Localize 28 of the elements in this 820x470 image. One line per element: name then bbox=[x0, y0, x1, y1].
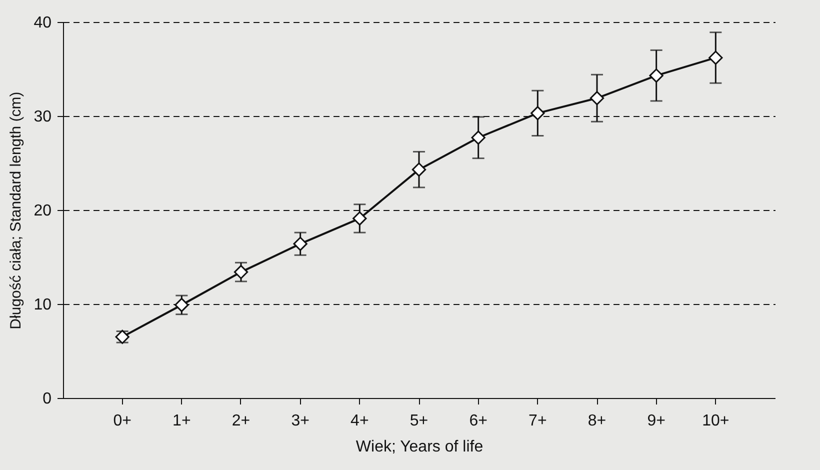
x-tick-label: 4+ bbox=[350, 412, 369, 430]
x-tick-label: 3+ bbox=[291, 412, 310, 430]
x-tick-label: 9+ bbox=[647, 412, 666, 430]
y-axis-title: Długość ciała; Standard length (cm) bbox=[8, 92, 25, 330]
x-tick-label: 6+ bbox=[469, 412, 488, 430]
x-tick-label: 0+ bbox=[113, 412, 132, 430]
x-tick-label: 5+ bbox=[410, 412, 428, 430]
x-tick-label: 2+ bbox=[232, 412, 250, 430]
y-tick-label: 30 bbox=[34, 108, 52, 126]
point bbox=[471, 130, 486, 145]
point bbox=[234, 264, 248, 280]
point bbox=[293, 236, 308, 251]
x-tick-label: 7+ bbox=[528, 412, 547, 430]
y-tick-label: 10 bbox=[34, 296, 52, 314]
x-tick-label: 8+ bbox=[588, 412, 606, 430]
point bbox=[174, 298, 189, 312]
x-tick-label: 1+ bbox=[172, 412, 191, 430]
x-tick-label: 10+ bbox=[702, 412, 730, 430]
point bbox=[412, 162, 426, 177]
y-tick-label: 20 bbox=[34, 202, 52, 220]
y-tick-label: 0 bbox=[42, 390, 52, 408]
x-axis-title: Wiek; Years of life bbox=[356, 438, 484, 456]
point bbox=[352, 211, 367, 226]
y-tick-label: 40 bbox=[34, 14, 52, 32]
point bbox=[649, 68, 664, 83]
point bbox=[708, 50, 723, 65]
point bbox=[530, 106, 545, 120]
point bbox=[590, 91, 604, 106]
